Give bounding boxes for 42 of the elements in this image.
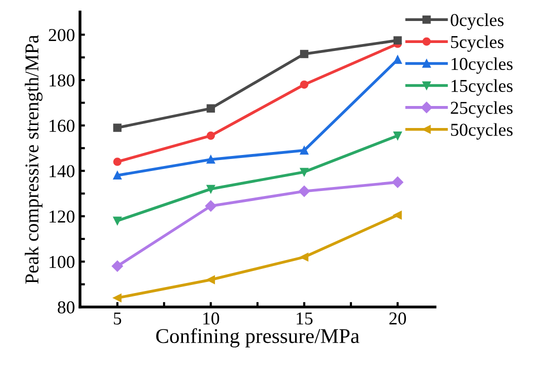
point [300,50,308,58]
legend-label: 5cycles [451,35,504,52]
point [300,146,308,155]
point [206,132,215,140]
point [300,252,308,262]
legend-label: 15cycles [452,79,513,96]
x-tick-label: 5 [114,312,122,325]
legend-label: 25cycles [450,101,513,118]
x-axis-title: Confining pressure/MPa [156,328,360,348]
point [393,36,402,45]
y-tick-label: 200 [48,28,74,42]
point [113,294,122,302]
y-axis-title: Peak compressive strength/MPa [24,35,42,284]
legend-label: 50cycles [451,123,513,140]
x-tick-label: 20 [389,312,406,325]
point [300,80,308,89]
point [205,200,216,212]
legend-label: 0cycles [450,13,504,30]
point [113,216,122,225]
y-tick-label: 120 [50,210,74,223]
point [206,184,215,194]
point [206,155,215,164]
point [300,168,308,176]
y-tick-label: 180 [50,74,74,87]
legend-label: 10cycles [452,57,513,74]
x-tick-label: 10 [203,312,220,325]
y-tick-label: 160 [50,120,74,132]
point [113,124,122,132]
point [393,210,402,220]
y-tick-label: 100 [50,256,74,268]
point [392,176,404,188]
point [393,55,402,64]
point [206,276,215,284]
point [298,186,310,197]
y-tick-label: 140 [50,165,74,178]
point [112,260,123,272]
point [393,132,402,140]
point [113,171,122,180]
point [206,104,215,113]
y-tick-label: 80 [58,301,74,314]
point [113,158,122,166]
x-tick-label: 15 [296,312,313,325]
